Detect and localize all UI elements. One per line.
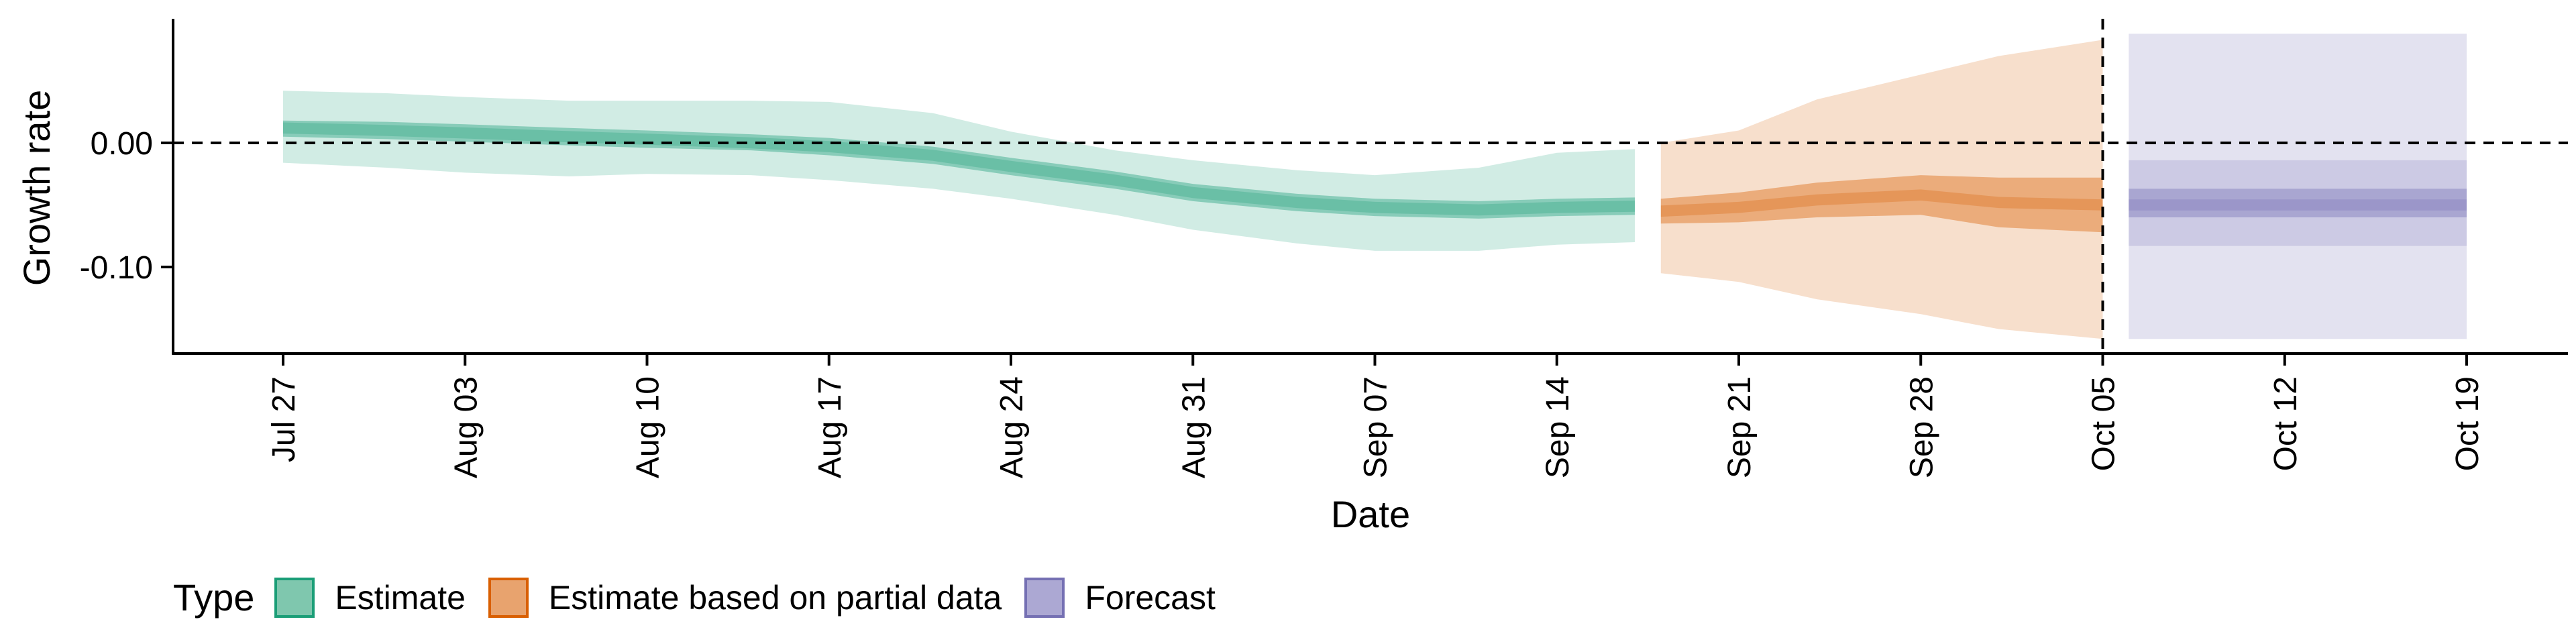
x-tick-label: Aug 24: [994, 376, 1030, 478]
y-tick-label: 0.00: [91, 126, 153, 162]
legend-swatch-partial: [488, 577, 529, 618]
y-axis-ticks: 0.00 -0.10: [80, 126, 173, 286]
x-axis-ticks: Jul 27 Aug 03 Aug 10 Aug 17 Aug 24 Aug 31 Sep …: [266, 354, 2485, 478]
axes: [172, 19, 2568, 355]
x-tick-label: Aug 03: [448, 376, 484, 478]
forecast-outer-band: [2129, 34, 2467, 339]
legend-item-forecast: Forecast: [1024, 577, 1216, 618]
x-tick-label: Oct 19: [2450, 376, 2485, 471]
legend-item-estimate: Estimate: [274, 577, 466, 618]
legend-label-forecast: Forecast: [1085, 578, 1216, 616]
y-tick-label: -0.10: [80, 250, 153, 286]
partial-outer-band: [1660, 40, 2103, 339]
x-axis-label: Date: [1331, 493, 1410, 535]
x-tick-label: Sep 07: [1358, 376, 1394, 478]
x-tick-label: Oct 12: [2268, 376, 2304, 471]
legend-swatch-forecast: [1024, 577, 1065, 618]
forecast-median-band: [2129, 199, 2467, 211]
partial-median-band: [1660, 189, 2103, 217]
estimate-inner-band: [283, 120, 1635, 219]
estimate-outer-band: [283, 91, 1635, 251]
x-tick-label: Aug 17: [812, 376, 848, 478]
legend-title: Type: [173, 576, 255, 619]
x-tick-label: Oct 05: [2086, 376, 2122, 471]
x-tick-label: Sep 14: [1540, 376, 1576, 478]
x-tick-label: Jul 27: [266, 376, 302, 462]
legend-item-partial: Estimate based on partial data: [488, 577, 1002, 618]
x-tick-label: Sep 21: [1722, 376, 1758, 478]
partial-inner-band: [1660, 175, 2103, 233]
legend-label-partial: Estimate based on partial data: [548, 578, 1002, 616]
legend: Type Estimate Estimate based on partial …: [173, 576, 1238, 619]
forecast-middle-band: [2129, 160, 2467, 246]
uncertainty-bands: [283, 34, 2467, 339]
x-tick-label: Sep 28: [1904, 376, 1939, 478]
x-tick-label: Aug 10: [631, 376, 666, 478]
y-axis-label: Growth rate: [15, 90, 58, 286]
estimate-median-band: [283, 122, 1635, 216]
forecast-inner-band: [2129, 189, 2467, 217]
x-tick-label: Aug 31: [1176, 376, 1212, 478]
legend-label-estimate: Estimate: [335, 578, 466, 616]
legend-swatch-estimate: [274, 577, 315, 618]
